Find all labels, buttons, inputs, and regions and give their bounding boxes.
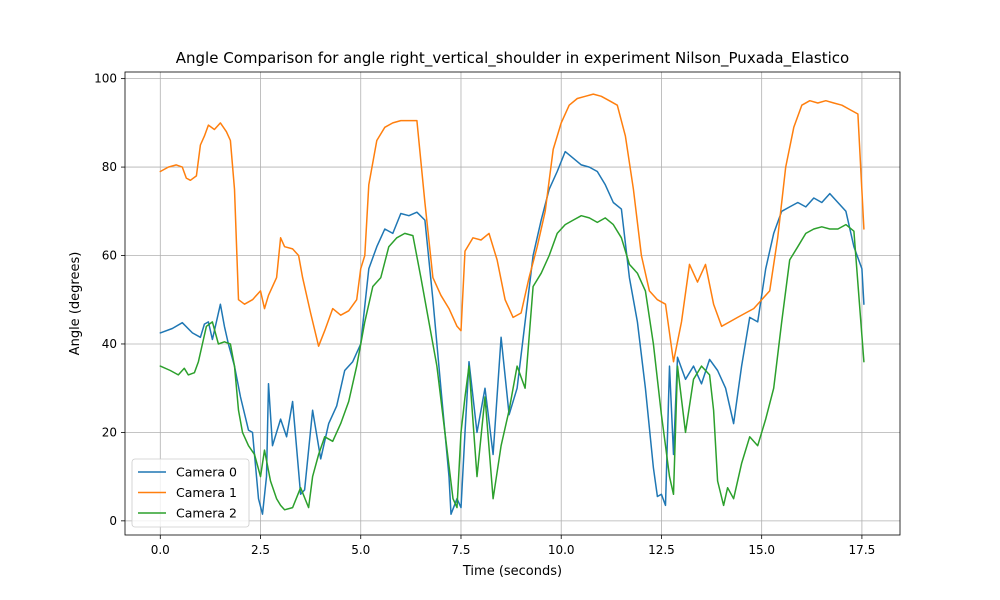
x-axis: 0.0 2.5 5.0 7.5 10.0 12.5 15.0 17.5 [151,535,876,557]
x-tick-label: 7.5 [451,543,470,557]
series-line-camera-2 [159,214,865,511]
plot-frame [124,71,901,536]
series-line-camera-1 [159,93,865,363]
y-tick-label: 0 [109,514,117,528]
legend-label: Camera 1 [176,485,237,500]
y-tick-label: 20 [102,425,117,439]
chart-title: Angle Comparison for angle right_vertica… [176,49,849,68]
x-tick-label: 2.5 [251,543,270,557]
x-tick-label: 10.0 [548,543,575,557]
y-tick-label: 60 [102,249,117,263]
series-group [159,93,865,515]
x-tick-label: 17.5 [849,543,876,557]
y-axis-label: Angle (degrees) [68,252,83,356]
x-tick-label: 5.0 [351,543,370,557]
grid [125,72,900,535]
y-tick-label: 80 [102,160,117,174]
y-tick-label: 40 [102,337,117,351]
x-tick-label: 0.0 [151,543,170,557]
x-tick-label: 15.0 [748,543,775,557]
x-axis-label: Time (seconds) [462,564,562,579]
legend-label: Camera 0 [176,465,237,480]
y-axis: 0 20 40 60 80 100 [94,72,125,528]
legend-label: Camera 2 [176,506,237,521]
x-tick-label: 12.5 [648,543,675,557]
series-line-camera-0 [159,150,865,515]
legend: Camera 0 Camera 1 Camera 2 [131,458,250,528]
legend-box [131,458,250,528]
y-tick-label: 100 [94,72,117,86]
